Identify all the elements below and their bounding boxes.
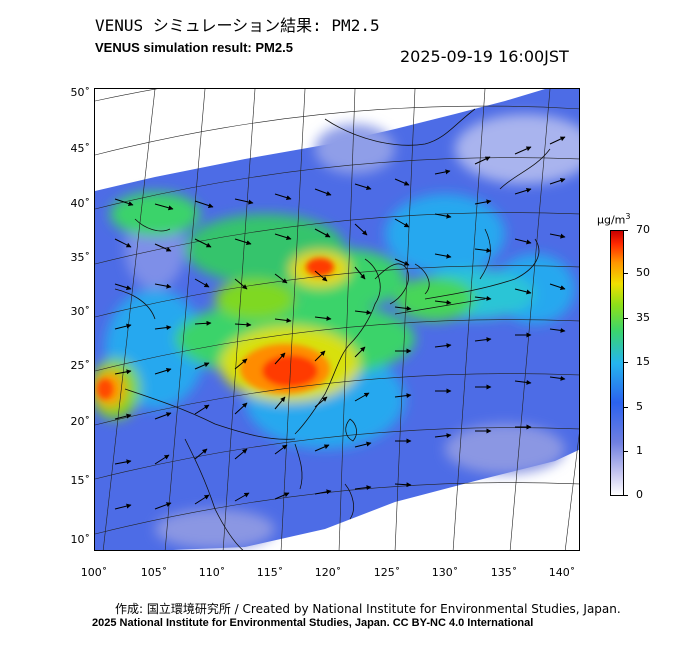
colorbar-label: 50	[636, 266, 650, 279]
colorbar-tick	[624, 407, 628, 408]
lon-label: 105˚	[140, 566, 168, 579]
lon-label: 125˚	[373, 566, 401, 579]
colorbar-label: 0	[636, 488, 643, 501]
map-svg	[95, 89, 579, 550]
colorbar-tick	[624, 318, 628, 319]
lat-label: 20˚	[70, 415, 91, 428]
colorbar	[610, 230, 624, 496]
lat-label: 30˚	[70, 305, 91, 318]
title-english: VENUS simulation result: PM2.5	[95, 40, 293, 55]
lon-label: 135˚	[490, 566, 518, 579]
wind-vectors	[114, 136, 566, 510]
credit-created-by: 作成: 国立環境研究所 / Created by National Instit…	[115, 602, 621, 616]
lat-label: 45˚	[70, 142, 91, 155]
lat-label: 40˚	[70, 197, 91, 210]
lon-label: 120˚	[314, 566, 342, 579]
concentration-field	[95, 89, 579, 550]
lat-label: 35˚	[70, 251, 91, 264]
colorbar-label: 1	[636, 444, 643, 457]
colorbar-label: 15	[636, 355, 650, 368]
lat-label: 15˚	[70, 474, 91, 487]
pm25-map	[94, 88, 580, 551]
colorbar-tick	[624, 495, 628, 496]
lon-label: 130˚	[431, 566, 459, 579]
lat-label: 10˚	[70, 533, 91, 546]
lon-label: 100˚	[80, 566, 108, 579]
lon-label: 140˚	[548, 566, 576, 579]
colorbar-tick	[624, 273, 628, 274]
colorbar-tick	[624, 230, 628, 231]
colorbar-tick	[624, 451, 628, 452]
title-japanese: VENUS シミュレーション結果: PM2.5	[95, 16, 380, 35]
forecast-timestamp: 2025-09-19 16:00JST	[400, 47, 569, 66]
colorbar-label: 5	[636, 400, 643, 413]
lat-label: 25˚	[70, 359, 91, 372]
graticule	[95, 89, 579, 550]
lon-label: 115˚	[256, 566, 284, 579]
colorbar-label: 70	[636, 223, 650, 236]
colorbar-label: 35	[636, 311, 650, 324]
colorbar-tick	[624, 362, 628, 363]
lon-label: 110˚	[198, 566, 226, 579]
colorbar-unit: μg/m3	[597, 212, 631, 227]
lat-label: 50˚	[70, 86, 91, 99]
coastlines	[114, 108, 551, 550]
credit-license: 2025 National Institute for Environmenta…	[92, 617, 534, 629]
